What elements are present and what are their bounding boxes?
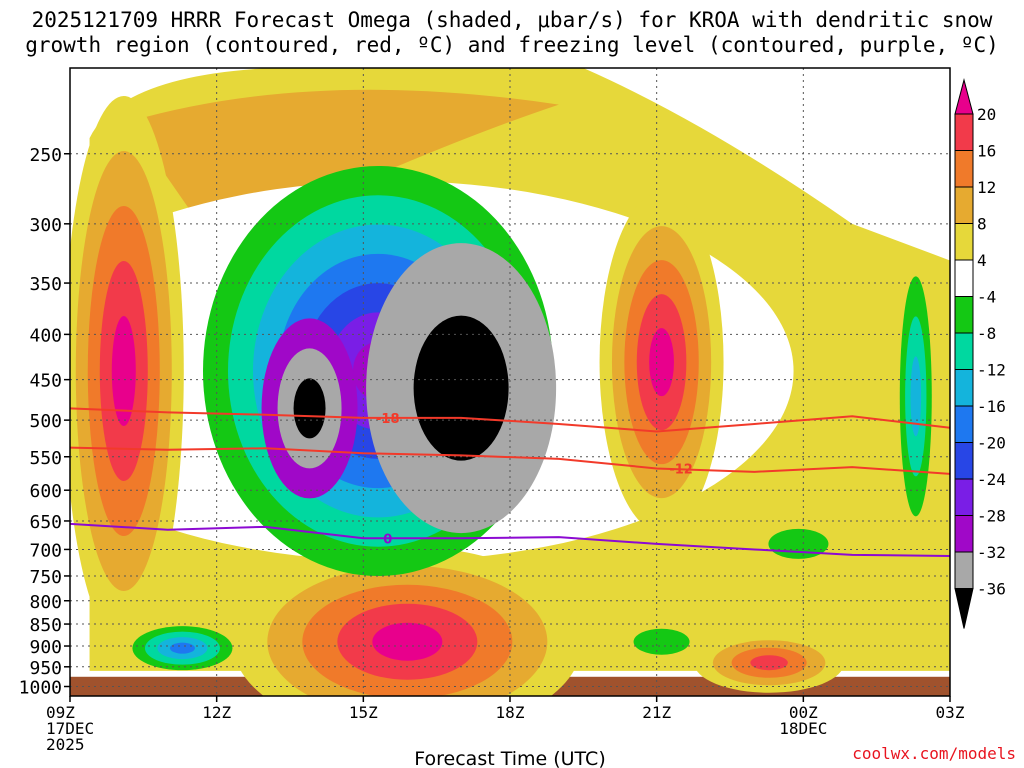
axes: 2503003504004505005506006507007508008509… (19, 145, 965, 754)
colorbar-label--16: -16 (977, 397, 1006, 416)
left-core-level--36 (293, 378, 326, 439)
contour--18 (70, 407, 950, 433)
xtick-label-6-0: 15Z (349, 703, 378, 722)
right-ascent-level-20 (649, 328, 674, 397)
contour-label--18: -18 (376, 412, 400, 427)
colorbar-swatch-7 (954, 332, 974, 370)
contour-label-0: 0 (383, 532, 392, 547)
ytick-label-500: 500 (29, 411, 62, 432)
colorbar-label--12: -12 (977, 361, 1006, 380)
ytick-label-700: 700 (29, 540, 62, 561)
small-descent-a-level--4 (633, 628, 690, 655)
ytick-label-350: 350 (29, 274, 62, 295)
colorbar-swatch-6 (954, 296, 974, 334)
colorbar-swatch-11 (954, 478, 974, 516)
colorbar: 20 16 12 8 4 -4 -8 -12 -16 -20 -24 -28 -32 -36 (954, 78, 1006, 629)
ytick-label-550: 550 (29, 448, 62, 469)
ytick-label-750: 750 (29, 567, 62, 588)
ytick-label-1000: 1000 (19, 678, 62, 699)
colorbar-swatch-2 (954, 150, 974, 188)
colorbar-label-4: 4 (977, 251, 987, 270)
ytick-label-900: 900 (29, 637, 62, 658)
colorbar-swatch-1 (954, 113, 974, 151)
xtick-label-0-1: 17DEC (46, 719, 94, 738)
far-right-descent-level--12 (910, 356, 922, 437)
xtick-label-15-1: 18DEC (779, 719, 827, 738)
contour-0 (70, 522, 950, 557)
colorbar-label--36: -36 (977, 580, 1006, 599)
colorbar-swatch-5 (954, 259, 974, 297)
colorbar-label-12: 12 (977, 178, 996, 197)
ytick-label-600: 600 (29, 481, 62, 502)
ytick-label-250: 250 (29, 145, 62, 166)
colorbar-label--32: -32 (977, 543, 1006, 562)
ytick-label-650: 650 (29, 512, 62, 533)
chart-title-line-2: growth region (contoured, red, ºC) and f… (25, 33, 999, 57)
omega-shading (70, 68, 950, 696)
colorbar-label-16: 16 (977, 142, 996, 161)
grid-lines (70, 68, 950, 696)
xtick-label-12-0: 21Z (642, 703, 671, 722)
colorbar-label--24: -24 (977, 470, 1006, 489)
xtick-label-0-2: 2025 (46, 735, 85, 754)
colorbar-swatch-10 (954, 442, 974, 480)
ytick-label-400: 400 (29, 325, 62, 346)
ytick-label-300: 300 (29, 215, 62, 236)
x-axis-label: Forecast Time (UTC) (414, 748, 605, 768)
colorbar-label--8: -8 (977, 324, 996, 343)
ytick-label-850: 850 (29, 615, 62, 636)
colorbar-label--4: -4 (977, 288, 996, 307)
colorbar-label--28: -28 (977, 507, 1006, 526)
ytick-label-450: 450 (29, 371, 62, 392)
left-ascent-level-20 (111, 316, 136, 427)
contour-label--12: -12 (669, 462, 693, 477)
xtick-label-15-0: 00Z (789, 703, 818, 722)
colorbar-swatch-13 (954, 551, 974, 589)
colorbar-swatch-8 (954, 369, 974, 407)
contour-lines: -18 -12 0 (70, 407, 950, 557)
ytick-label-950: 950 (29, 658, 62, 679)
colorbar-label-8: 8 (977, 215, 987, 234)
chart-title-line-1: 2025121709 HRRR Forecast Omega (shaded, … (31, 8, 993, 32)
small-descent-b-level--4 (768, 528, 829, 559)
colorbar-top-arrow (954, 78, 974, 115)
contour--12 (70, 446, 950, 475)
right-core-level--36 (413, 315, 509, 461)
xtick-label-3-0: 12Z (202, 703, 231, 722)
colorbar-label--20: -20 (977, 434, 1006, 453)
colorbar-bottom-arrow (954, 588, 974, 629)
xtick-label-18-0: 03Z (936, 703, 965, 722)
surface-ascent-level-16 (750, 655, 788, 671)
xtick-label-0-0: 09Z (46, 703, 75, 722)
ytick-label-800: 800 (29, 592, 62, 613)
colorbar-swatch-12 (954, 515, 974, 553)
colorbar-swatch-4 (954, 223, 974, 261)
colorbar-label-20: 20 (977, 105, 996, 124)
colorbar-swatch-9 (954, 405, 974, 443)
colorbar-swatch-3 (954, 186, 974, 224)
lower-ascent-level-20 (372, 622, 443, 661)
credit-link[interactable]: coolwx.com/models (852, 744, 1016, 763)
xtick-label-9-0: 18Z (496, 703, 525, 722)
surface-descent-level--16 (169, 642, 195, 654)
